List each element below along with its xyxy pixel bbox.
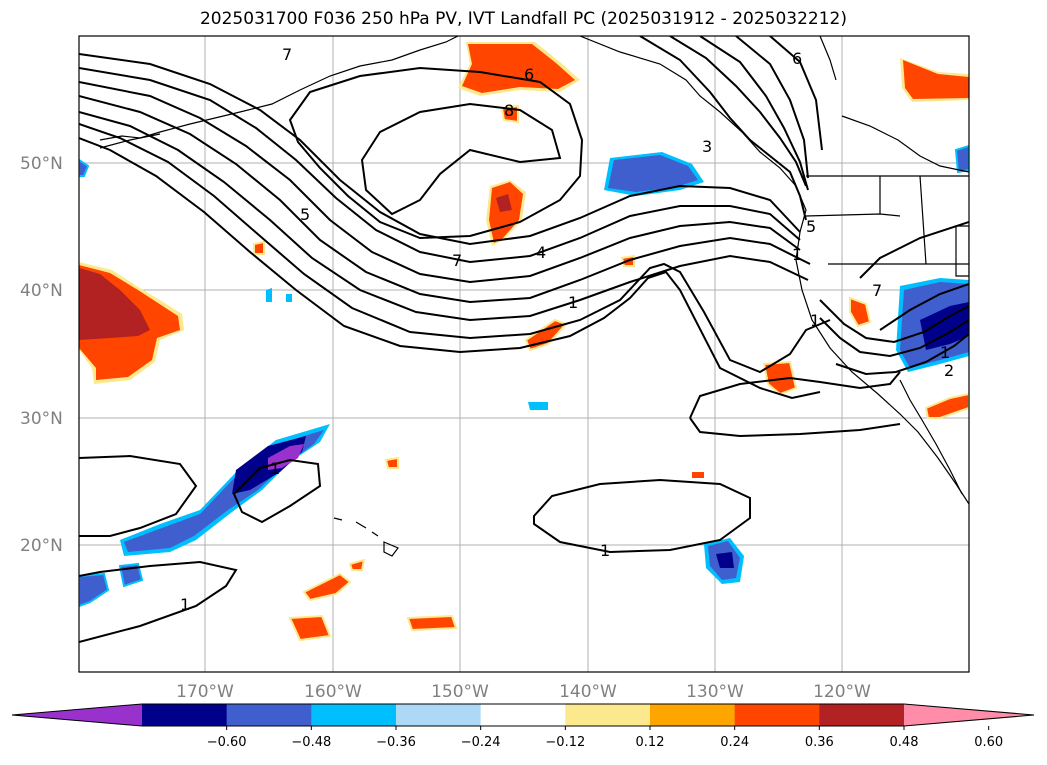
colorbar-tick-label: −0.36 [376, 735, 416, 750]
contour-label: 1 [568, 293, 578, 312]
colorbar-segment [734, 704, 820, 726]
colorbar-tick-label: −0.48 [291, 735, 331, 750]
colorbar-tick-label: −0.24 [461, 735, 501, 750]
contour-label: 1 [180, 595, 190, 614]
colorbar-segment [396, 704, 482, 726]
contour-label: 1 [810, 311, 820, 330]
contour-label: 8 [504, 101, 514, 120]
contour-label: 6 [524, 65, 534, 84]
colorbar-segment [480, 704, 566, 726]
contour-label: 7 [452, 251, 462, 270]
colorbar-segment [226, 704, 312, 726]
colorbar-tick-label: −0.12 [545, 735, 585, 750]
contour-label: 2 [944, 361, 954, 380]
lat-label: 20°N [20, 536, 63, 556]
lon-label: 130°W [686, 682, 744, 702]
contour-labels: 7 6 8 3 6 5 7 4 1 5 7 1 2 1 1 1 1 1 [180, 45, 954, 614]
lat-label: 50°N [20, 154, 63, 174]
map-panel: 7 6 8 3 6 5 7 4 1 5 7 1 2 1 1 1 1 1 [79, 36, 969, 672]
colorbar-extend-max [904, 704, 1034, 726]
contour-label: 1 [792, 245, 802, 264]
lon-label: 150°W [431, 682, 489, 702]
latitude-labels: 50°N 40°N 30°N 20°N [20, 154, 63, 556]
colorbar-extend-min [12, 704, 142, 726]
colorbar-segment [142, 704, 228, 726]
colorbar-tick-label: −0.60 [207, 735, 247, 750]
lon-label: 170°W [176, 682, 234, 702]
colorbar-tick-label: 0.36 [805, 735, 834, 750]
contour-label: 3 [702, 137, 712, 156]
longitude-labels: 170°W 160°W 150°W 140°W 130°W 120°W [176, 682, 871, 702]
colorbar-segment [565, 704, 651, 726]
lat-label: 30°N [20, 409, 63, 429]
map-frame [78, 35, 970, 673]
contour-label: 1 [940, 343, 950, 362]
colorbar-segment [819, 704, 905, 726]
lon-label: 160°W [304, 682, 362, 702]
colorbar-tick-label: 0.60 [974, 735, 1003, 750]
contour-label: 5 [806, 217, 816, 236]
contour-label: 5 [300, 205, 310, 224]
colorbar-segment [650, 704, 736, 726]
positive-anomaly-fields [79, 42, 969, 642]
contour-label: 7 [872, 281, 882, 300]
lon-label: 140°W [559, 682, 617, 702]
coastlines [99, 36, 969, 557]
pv-contours [79, 36, 969, 643]
map-title: 2025031700 F036 250 hPa PV, IVT Landfall… [199, 9, 847, 29]
contour-label: 1 [600, 541, 610, 560]
contour-label: 1 [270, 459, 280, 478]
contour-label: 6 [792, 49, 802, 68]
contour-label: 4 [536, 243, 546, 262]
colorbar-segment [311, 704, 397, 726]
colorbar-tick-label: 0.48 [890, 735, 919, 750]
lat-label: 40°N [20, 281, 63, 301]
contour-label: 7 [282, 45, 292, 64]
colorbar-tick-label: 0.24 [720, 735, 749, 750]
colorbar-tick-label: 0.12 [636, 735, 665, 750]
colorbar-outline [11, 703, 1035, 727]
colorbar: −0.60 −0.48 −0.36 −0.24 −0.12 0.12 0.24 0.36 0.4… [11, 703, 1035, 750]
lon-label: 120°W [813, 682, 871, 702]
